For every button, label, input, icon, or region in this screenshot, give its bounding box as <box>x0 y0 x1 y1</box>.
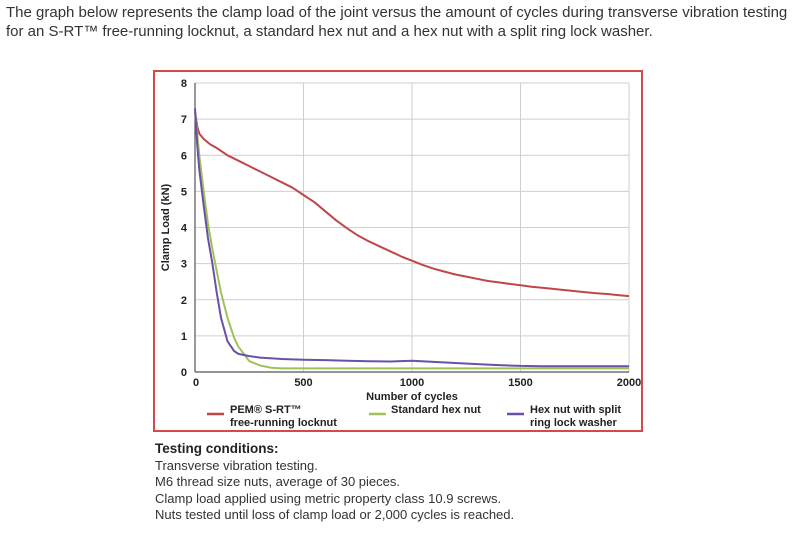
chart-axes: 0 1 2 3 4 5 6 7 8 0 500 1000 1500 2000 Number of cycle… <box>160 78 641 403</box>
series-line-1 <box>194 111 630 298</box>
legend-label-1: free-running locknut <box>230 417 337 429</box>
legend-label-2: Standard hex nut <box>391 404 481 416</box>
testing-conditions: Testing conditions: Transverse vibration… <box>155 441 755 524</box>
y-axis-title: Clamp Load (kN) <box>160 183 172 271</box>
y-tick-label: 5 <box>181 186 187 198</box>
chart-frame: 0 1 2 3 4 5 6 7 8 0 500 1000 1500 2000 Number of cycle… <box>153 70 643 432</box>
legend-label-1: PEM® S-RT™ <box>230 404 302 416</box>
clamp-load-chart: 0 1 2 3 4 5 6 7 8 0 500 1000 1500 2000 Number of cycle… <box>160 78 641 429</box>
chart-grid <box>195 82 630 372</box>
series-line-2 <box>194 111 629 370</box>
x-tick-label: 1500 <box>508 377 532 389</box>
x-axis-title: Number of cycles <box>366 391 458 403</box>
legend-label-3: Hex nut with split <box>530 404 621 416</box>
x-tick-label: 0 <box>193 377 199 389</box>
y-tick-label: 3 <box>181 259 187 271</box>
conditions-heading: Testing conditions: <box>155 441 279 456</box>
y-tick-label: 6 <box>181 150 187 162</box>
y-tick-label: 0 <box>181 367 187 379</box>
y-tick-label: 4 <box>181 223 188 235</box>
condition-line: Clamp load applied using metric property… <box>155 490 502 506</box>
legend-label-3: ring lock washer <box>530 417 618 429</box>
x-tick-label: 500 <box>294 377 312 389</box>
condition-line: M6 thread size nuts, average of 30 piece… <box>155 474 400 489</box>
x-tick-label: 2000 <box>617 377 641 389</box>
x-tick-label: 1000 <box>400 377 424 389</box>
series-line-3 <box>194 108 629 368</box>
y-tick-label: 8 <box>181 78 187 90</box>
condition-line: Nuts tested until loss of clamp load or … <box>155 507 515 522</box>
y-tick-label: 1 <box>181 331 187 343</box>
chart-series <box>194 108 630 370</box>
condition-line: Transverse vibration testing. <box>155 457 318 473</box>
intro-paragraph: The graph below represents the clamp loa… <box>6 4 788 40</box>
y-tick-label: 7 <box>181 114 187 126</box>
y-tick-label: 2 <box>181 295 187 307</box>
